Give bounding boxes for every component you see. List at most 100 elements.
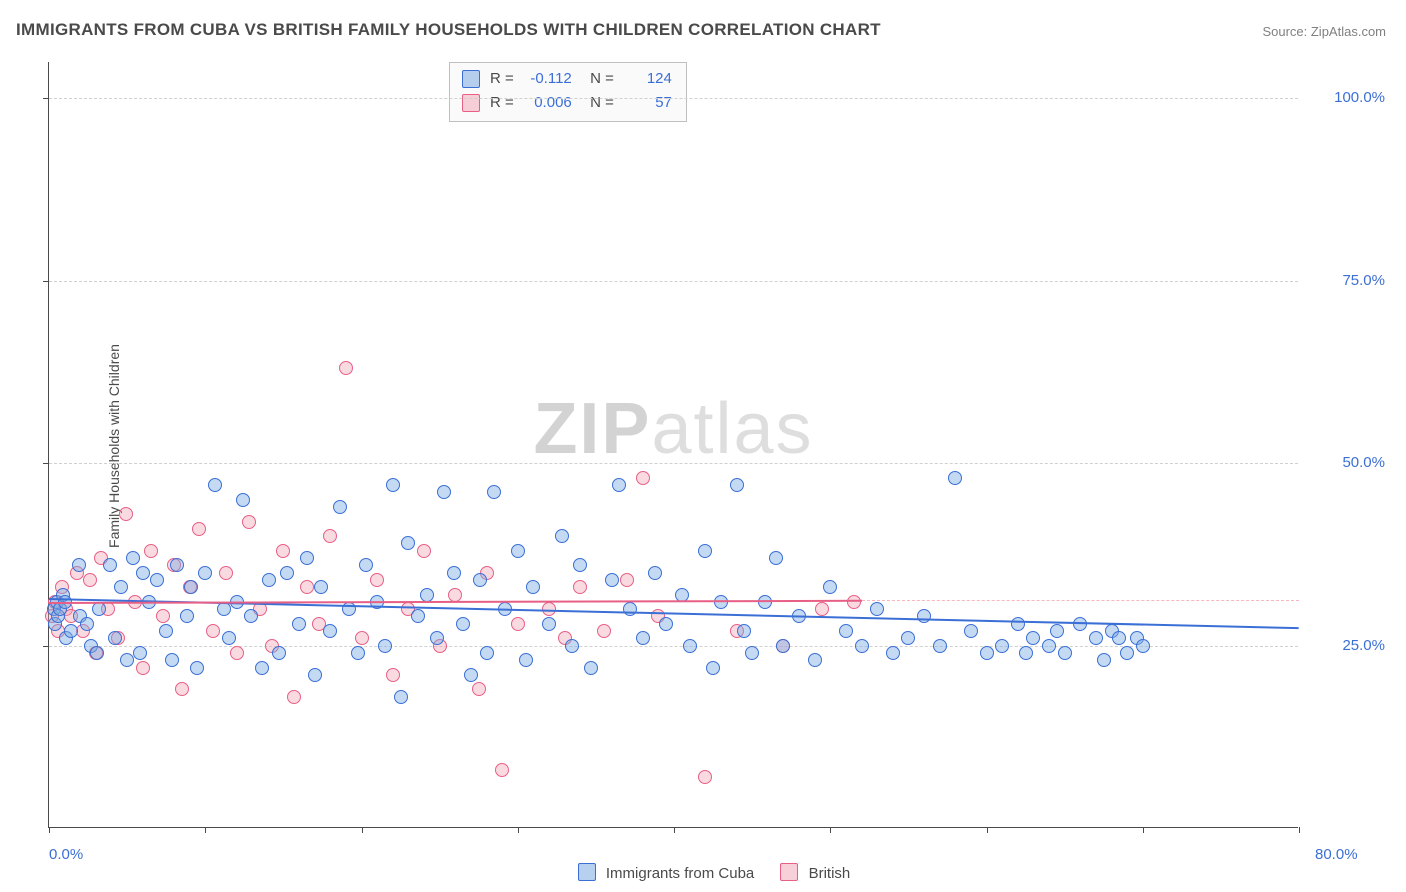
scatter-point-british [597, 624, 611, 638]
scatter-point-cuba [351, 646, 365, 660]
scatter-point-british [472, 682, 486, 696]
scatter-point-cuba [394, 690, 408, 704]
scatter-point-cuba [980, 646, 994, 660]
scatter-point-british [370, 573, 384, 587]
scatter-point-cuba [995, 639, 1009, 653]
y-tick [43, 463, 49, 464]
scatter-point-british [144, 544, 158, 558]
scatter-point-cuba [526, 580, 540, 594]
scatter-point-cuba [745, 646, 759, 660]
scatter-point-british [230, 646, 244, 660]
scatter-point-cuba [839, 624, 853, 638]
scatter-point-british [620, 573, 634, 587]
scatter-point-cuba [542, 617, 556, 631]
stat-r-value-cuba: -0.112 [524, 67, 572, 91]
scatter-point-cuba [180, 609, 194, 623]
scatter-point-cuba [64, 624, 78, 638]
stat-n-value-cuba: 124 [624, 67, 672, 91]
scatter-point-british [287, 690, 301, 704]
scatter-point-cuba [917, 609, 931, 623]
scatter-point-cuba [855, 639, 869, 653]
scatter-point-cuba [170, 558, 184, 572]
scatter-point-cuba [737, 624, 751, 638]
watermark-zip: ZIP [533, 389, 651, 469]
scatter-point-cuba [420, 588, 434, 602]
x-tick [518, 827, 519, 833]
scatter-point-cuba [108, 631, 122, 645]
x-tick [49, 827, 50, 833]
scatter-point-british [192, 522, 206, 536]
legend-swatch-british [780, 863, 798, 881]
stat-n-label: N = [582, 67, 614, 91]
scatter-point-cuba [473, 573, 487, 587]
y-tick-label: 50.0% [1315, 454, 1385, 471]
stat-n-value-british: 57 [624, 91, 672, 115]
scatter-point-cuba [573, 558, 587, 572]
scatter-point-cuba [430, 631, 444, 645]
scatter-point-cuba [612, 478, 626, 492]
pink-trend-extension [862, 600, 1300, 601]
legend-swatch-cuba [578, 863, 596, 881]
scatter-point-cuba [120, 653, 134, 667]
scatter-point-cuba [555, 529, 569, 543]
scatter-point-cuba [730, 478, 744, 492]
scatter-point-cuba [948, 471, 962, 485]
x-tick [830, 827, 831, 833]
legend-bottom: Immigrants from Cuba British [0, 863, 1406, 882]
scatter-point-cuba [437, 485, 451, 499]
scatter-point-cuba [511, 544, 525, 558]
scatter-point-cuba [698, 544, 712, 558]
scatter-point-cuba [636, 631, 650, 645]
y-tick [43, 281, 49, 282]
scatter-point-cuba [90, 646, 104, 660]
scatter-point-cuba [323, 624, 337, 638]
stat-r-label: R = [490, 67, 514, 91]
legend-label-british: British [809, 865, 851, 882]
scatter-point-cuba [136, 566, 150, 580]
scatter-point-cuba [80, 617, 94, 631]
scatter-point-cuba [823, 580, 837, 594]
scatter-point-british [219, 566, 233, 580]
scatter-point-cuba [262, 573, 276, 587]
scatter-point-cuba [648, 566, 662, 580]
scatter-point-british [386, 668, 400, 682]
scatter-point-cuba [159, 624, 173, 638]
scatter-point-cuba [659, 617, 673, 631]
scatter-point-cuba [1120, 646, 1134, 660]
scatter-point-cuba [933, 639, 947, 653]
stat-r-value-british: 0.006 [524, 91, 572, 115]
scatter-point-cuba [1058, 646, 1072, 660]
correlation-stats-box: R = -0.112 N = 124 R = 0.006 N = 57 [449, 62, 687, 122]
gridline-h [49, 98, 1298, 99]
x-tick-label-min: 0.0% [49, 846, 83, 863]
scatter-point-cuba [300, 551, 314, 565]
watermark: ZIPatlas [533, 388, 813, 470]
scatter-point-cuba [1136, 639, 1150, 653]
y-tick [43, 98, 49, 99]
scatter-point-cuba [447, 566, 461, 580]
scatter-point-cuba [1019, 646, 1033, 660]
scatter-point-cuba [401, 536, 415, 550]
y-tick-label: 100.0% [1315, 89, 1385, 106]
scatter-point-british [156, 609, 170, 623]
legend-label-cuba: Immigrants from Cuba [606, 865, 754, 882]
scatter-point-cuba [292, 617, 306, 631]
x-tick [1299, 827, 1300, 833]
scatter-point-cuba [808, 653, 822, 667]
gridline-h [49, 463, 1298, 464]
x-tick [1143, 827, 1144, 833]
scatter-point-cuba [565, 639, 579, 653]
scatter-point-cuba [165, 653, 179, 667]
scatter-plot: ZIPatlas R = -0.112 N = 124 R = 0.006 N … [48, 62, 1298, 828]
scatter-point-british [323, 529, 337, 543]
scatter-point-cuba [190, 661, 204, 675]
scatter-point-cuba [244, 609, 258, 623]
scatter-point-cuba [184, 580, 198, 594]
scatter-point-british [83, 573, 97, 587]
y-tick-label: 75.0% [1315, 272, 1385, 289]
x-tick [987, 827, 988, 833]
scatter-point-cuba [964, 624, 978, 638]
y-tick-label: 25.0% [1315, 637, 1385, 654]
scatter-point-british [511, 617, 525, 631]
scatter-point-cuba [308, 668, 322, 682]
